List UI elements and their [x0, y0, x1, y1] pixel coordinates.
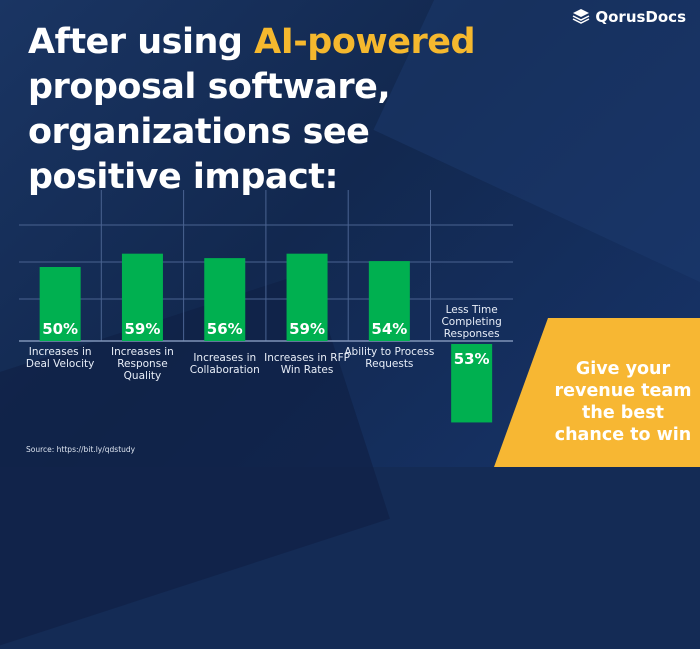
source-citation: Source: https://bit.ly/qdstudy: [26, 445, 136, 454]
headline-highlight: AI-powered: [254, 22, 475, 62]
bar: [204, 258, 246, 341]
brand-name: QorusDocs: [595, 8, 686, 26]
stacked-pages-icon: [573, 9, 590, 24]
data-label: 59%: [124, 320, 160, 338]
cta-text: Give your revenue team the best chance t…: [554, 359, 692, 445]
data-label: 56%: [207, 320, 243, 338]
bar: [451, 344, 493, 423]
cta-shape: [494, 318, 700, 467]
category-label: Increases in Collaboration: [189, 352, 260, 376]
brand-logo: QorusDocs: [571, 8, 686, 26]
bar: [39, 267, 81, 341]
headline: After using AI-powered proposal software…: [28, 20, 498, 200]
bar: [286, 253, 328, 341]
headline-text: proposal software, organizations see pos…: [28, 67, 391, 197]
data-label: 53%: [454, 350, 490, 368]
data-label: 50%: [42, 320, 78, 338]
category-label: Less Time Completing Responses: [441, 304, 502, 340]
category-label: Increases in RFP Win Rates: [264, 352, 350, 376]
category-label: Ability to Process Requests: [344, 346, 435, 370]
data-label: 54%: [371, 320, 407, 338]
bar-chart: 50% 59% 56% 59% 54% 53%: [19, 190, 513, 423]
headline-text: After using: [28, 22, 255, 62]
bar: [368, 261, 410, 341]
bar: [121, 253, 163, 341]
category-label: Increases in Deal Velocity: [25, 346, 95, 370]
cta-panel: [494, 318, 700, 467]
data-label: 59%: [289, 320, 325, 338]
category-label: Increases in Response Quality: [111, 346, 174, 382]
